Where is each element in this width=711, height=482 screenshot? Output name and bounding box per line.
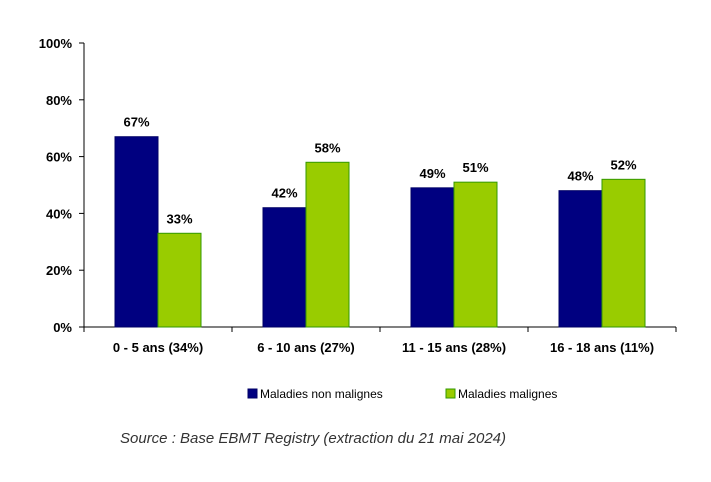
legend-label: Maladies malignes	[458, 387, 557, 401]
bar-malignes	[453, 181, 498, 328]
bar-non-malignes	[114, 136, 159, 328]
bar-malignes	[305, 161, 350, 328]
data-label: 67%	[123, 115, 149, 130]
y-axis-ticks: 0% 20% 40% 60% 80% 100%	[39, 36, 84, 335]
y-tick-label: 0%	[53, 320, 72, 335]
source-note: Source : Base EBMT Registry (extraction …	[120, 430, 507, 447]
category-label: 6 - 10 ans (27%)	[257, 340, 355, 355]
chart-data-labels: 67% 33% 42% 58% 49% 51% 48% 52%	[123, 115, 636, 227]
data-label: 51%	[462, 160, 488, 175]
data-label: 48%	[567, 169, 593, 184]
data-label: 52%	[610, 157, 636, 172]
category-label: 11 - 15 ans (28%)	[402, 340, 506, 355]
bar-malignes	[157, 232, 202, 328]
category-label: 16 - 18 ans (11%)	[550, 340, 654, 355]
y-tick-label: 80%	[46, 93, 72, 108]
chart-bars	[114, 136, 646, 328]
x-axis-labels: 0 - 5 ans (34%) 6 - 10 ans (27%) 11 - 15 a…	[113, 340, 654, 355]
category-label: 0 - 5 ans (34%)	[113, 340, 203, 355]
y-tick-label: 60%	[46, 150, 72, 165]
legend-swatch	[445, 388, 456, 399]
data-label: 49%	[419, 166, 445, 181]
data-label: 33%	[166, 211, 192, 226]
bar-non-malignes	[262, 207, 307, 328]
bar-non-malignes	[558, 190, 603, 328]
data-label: 42%	[271, 186, 297, 201]
y-tick-label: 100%	[39, 36, 73, 51]
chart-legend: Maladies non malignes Maladies malignes	[247, 387, 557, 401]
legend-label: Maladies non malignes	[260, 387, 383, 401]
legend-swatch	[247, 388, 258, 399]
data-label: 58%	[314, 140, 340, 155]
y-tick-label: 20%	[46, 263, 72, 278]
y-tick-label: 40%	[46, 206, 72, 221]
bar-malignes	[601, 178, 646, 328]
bar-non-malignes	[410, 187, 455, 328]
